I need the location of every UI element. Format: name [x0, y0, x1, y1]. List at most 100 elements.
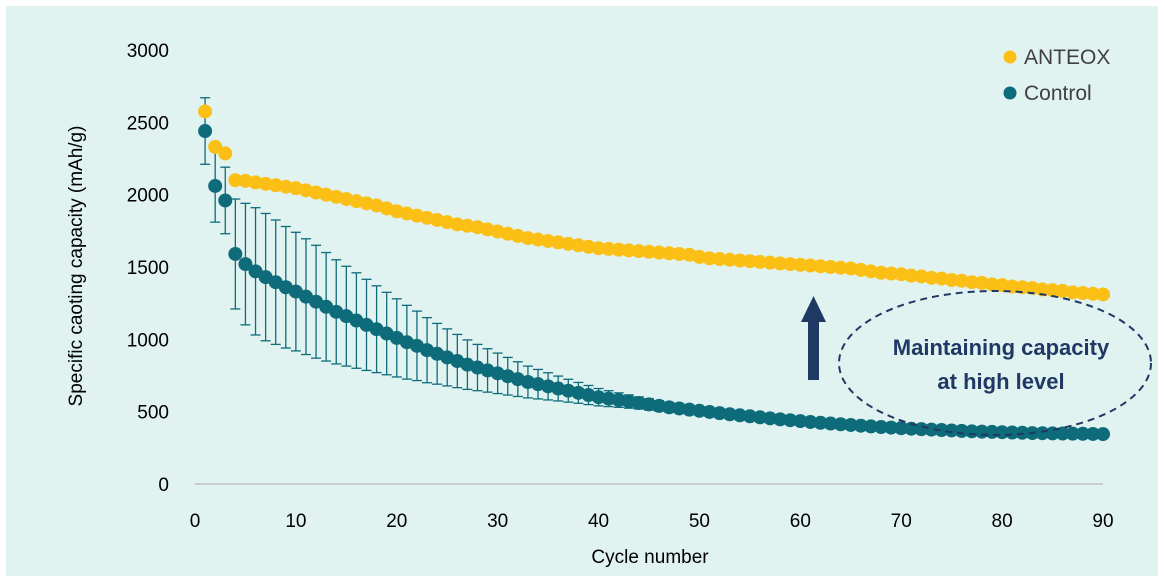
control-point [1015, 425, 1030, 440]
y-tick-label: 500 [137, 403, 169, 424]
legend-control-marker [1003, 86, 1017, 100]
control-point [1035, 426, 1050, 441]
anteox-point [813, 259, 828, 274]
anteox-point [742, 254, 757, 269]
x-tick-label: 50 [689, 511, 710, 532]
control-point [863, 419, 878, 434]
anteox-point [1035, 282, 1050, 297]
anteox-point [1015, 280, 1030, 295]
control-point [722, 407, 737, 422]
control-point [208, 178, 223, 193]
annotation: Maintaining capacity at high level [801, 290, 1152, 436]
control-point [803, 414, 818, 429]
y-tick-label: 1500 [127, 258, 169, 279]
control-point [813, 415, 828, 430]
x-axis-title: Cycle number [591, 547, 709, 568]
anteox-point [752, 254, 767, 269]
anteox-point [985, 277, 1000, 292]
anteox-point [1005, 279, 1020, 294]
anteox-point [611, 242, 626, 257]
control-series [198, 124, 1110, 442]
anteox-point [1065, 285, 1080, 300]
annotation-arrow-shaft [808, 318, 819, 380]
y-tick-label: 3000 [127, 41, 169, 62]
x-tick-label: 90 [1092, 511, 1113, 532]
anteox-point [1096, 287, 1110, 302]
annotation-text-line1: Maintaining capacity [893, 335, 1110, 360]
legend-control-label: Control [1024, 82, 1092, 105]
anteox-point [198, 104, 213, 119]
control-point [843, 417, 858, 432]
anteox-point [763, 255, 778, 270]
anteox-point [904, 268, 919, 283]
anteox-point [208, 139, 223, 154]
anteox-point [732, 253, 747, 268]
anteox-point [722, 252, 737, 267]
x-tick-label: 30 [487, 511, 508, 532]
anteox-point [944, 273, 959, 288]
anteox-point [601, 241, 616, 256]
anteox-point [833, 260, 848, 275]
y-tick-label: 1000 [127, 330, 169, 351]
anteox-series [198, 104, 1110, 302]
anteox-point [803, 258, 818, 273]
annotation-text-line2: at high level [937, 369, 1064, 394]
anteox-point [631, 244, 646, 259]
chart-background [6, 6, 1158, 576]
control-point [874, 420, 889, 435]
control-point [934, 423, 949, 438]
y-tick-label: 2000 [127, 186, 169, 207]
anteox-point [1075, 286, 1090, 301]
anteox-point [924, 270, 939, 285]
control-point [238, 257, 253, 272]
x-tick-label: 20 [386, 511, 407, 532]
x-tick-label: 70 [891, 511, 912, 532]
control-point [763, 411, 778, 426]
x-tick-label: 60 [790, 511, 811, 532]
control-point [914, 422, 929, 437]
control-point [833, 417, 848, 432]
control-point [742, 409, 757, 424]
x-tick-label: 0 [190, 511, 201, 532]
anteox-point [793, 257, 808, 272]
anteox-point [1085, 286, 1100, 301]
anteox-point [591, 241, 606, 256]
control-point [823, 416, 838, 431]
control-point [732, 408, 747, 423]
y-tick-label: 2500 [127, 113, 169, 134]
legend: ANTEOX Control [1003, 46, 1110, 105]
anteox-point [621, 243, 636, 258]
y-tick-labels: 0 500 1000 1500 2000 2500 3000 [127, 41, 169, 496]
control-point [773, 412, 788, 427]
control-point [218, 193, 233, 208]
control-point [793, 414, 808, 429]
x-tick-label: 10 [285, 511, 306, 532]
control-point [1065, 426, 1080, 441]
x-tick-label: 80 [992, 511, 1013, 532]
control-point [924, 422, 939, 437]
control-point [198, 124, 213, 139]
anteox-point [652, 245, 667, 260]
control-point [894, 421, 909, 436]
control-point [853, 418, 868, 433]
control-point [1005, 425, 1020, 440]
control-point [1096, 427, 1110, 442]
anteox-point [783, 257, 798, 272]
control-point [1075, 426, 1090, 441]
control-point [884, 420, 899, 435]
anteox-point [642, 244, 656, 259]
control-point [1055, 426, 1070, 441]
annotation-arrow-head [801, 296, 826, 322]
y-axis-title: Specific caoting capacity (mAh/g) [66, 126, 87, 407]
control-point [752, 410, 767, 425]
anteox-point [823, 260, 838, 274]
x-tick-label: 40 [588, 511, 609, 532]
anteox-point [884, 266, 899, 281]
legend-anteox-label: ANTEOX [1024, 46, 1110, 69]
anteox-point [773, 256, 788, 271]
anteox-point [228, 173, 243, 188]
control-point [1085, 426, 1100, 441]
axes: 0 10 20 30 40 50 60 70 80 90 0 500 1000 1500 2000 2500… [66, 41, 1114, 568]
